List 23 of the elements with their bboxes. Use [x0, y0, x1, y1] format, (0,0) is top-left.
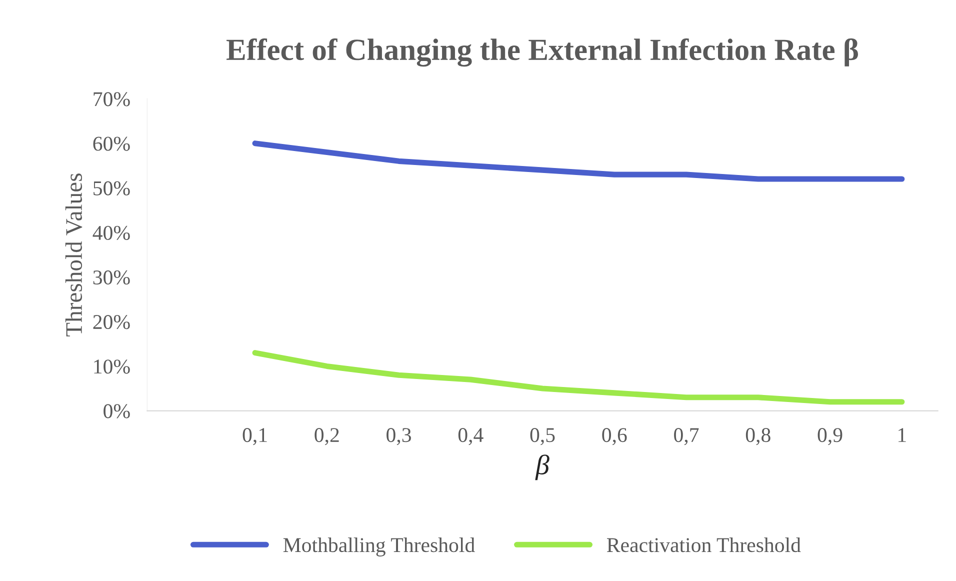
y-tick-label: 20% — [93, 315, 130, 330]
x-axis-title: β — [535, 454, 550, 480]
y-tick-label: 40% — [92, 226, 130, 240]
x-tick-label: 0,8 — [746, 428, 770, 446]
y-tick-label: 30% — [93, 270, 130, 285]
x-tick-label: 0,7 — [674, 428, 699, 446]
x-tick-label: 0,5 — [530, 428, 555, 446]
legend-label: Reactivation Threshold — [606, 537, 801, 552]
y-tick-label: 60% — [93, 136, 130, 151]
x-tick-label: 0,3 — [386, 428, 411, 446]
y-tick-label: 50% — [94, 181, 130, 196]
legend-label: Mothballing Threshold — [283, 537, 475, 556]
y-axis-title: Threshold Values — [65, 174, 82, 336]
x-tick-label: 1 — [898, 428, 906, 442]
chart-title: Effect of Changing the External Infection Rate β — [226, 38, 858, 67]
x-tick-label: 0,9 — [818, 428, 842, 446]
x-tick-label: 0,6 — [602, 428, 627, 446]
x-tick-label: 0,1 — [242, 428, 267, 446]
y-tick-label: 70% — [94, 92, 130, 106]
y-tick-label: 0% — [104, 404, 130, 418]
y-tick-label: 10% — [94, 360, 130, 374]
x-tick-label: 0,4 — [458, 428, 484, 446]
x-tick-label: 0,2 — [314, 428, 339, 446]
